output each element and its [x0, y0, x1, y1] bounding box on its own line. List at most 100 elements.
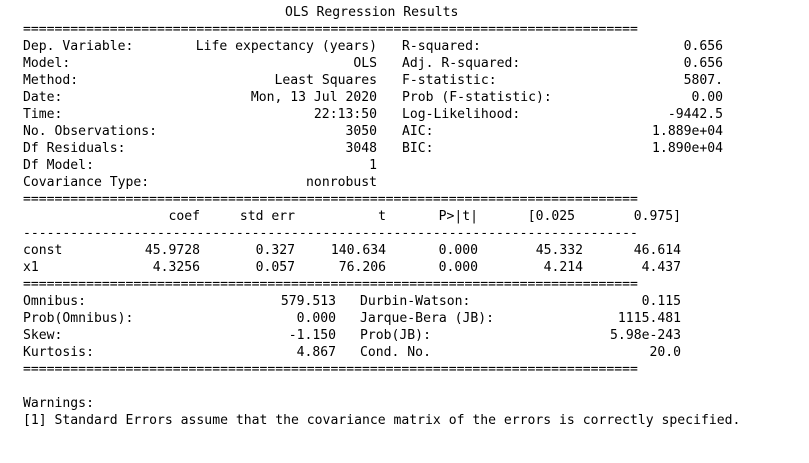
summary-label: Df Model: — [23, 158, 94, 173]
coef-header-row: coef std err t P>|t| [0.025 0.975] — [23, 208, 803, 225]
coef-header: [0.025 — [527, 209, 575, 224]
diag-value: 5.98e-243 — [610, 328, 681, 343]
coef-cell: 45.9728 — [144, 243, 200, 258]
diag-row: Skew: -1.150 Prob(JB): 5.98e-243 — [23, 327, 803, 344]
coef-cell: 4.214 — [543, 260, 583, 275]
summary-row: Dep. Variable: Life expectancy (years) R… — [23, 38, 803, 55]
summary-value: 1 — [369, 158, 377, 173]
coef-header: std err — [239, 209, 295, 224]
coef-row: const 45.9728 0.327 140.634 0.000 45.332… — [23, 242, 803, 259]
coef-cell: 4.437 — [641, 260, 681, 275]
diag-label: Omnibus: — [23, 294, 87, 309]
diag-row: Prob(Omnibus): 0.000 Jarque-Bera (JB): 1… — [23, 310, 803, 327]
diag-label: Durbin-Watson: — [360, 294, 471, 309]
warning-line-row: [1] Standard Errors assume that the cova… — [23, 412, 803, 429]
diag-row: Kurtosis: 4.867 Cond. No. 20.0 — [23, 344, 803, 361]
coef-cell: 45.332 — [535, 243, 583, 258]
separator-single: ----------------------------------------… — [23, 226, 638, 241]
stat-value: 0.00 — [691, 90, 723, 105]
diag-value: 0.115 — [641, 294, 681, 309]
summary-row: Date: Mon, 13 Jul 2020 Prob (F-statistic… — [23, 89, 803, 106]
stat-label: Adj. R-squared: — [402, 56, 521, 71]
report-title-row: OLS Regression Results — [23, 4, 803, 21]
separator-double: ========================================… — [23, 192, 638, 207]
ols-report: OLS Regression Results =================… — [23, 4, 803, 429]
summary-value: 3048 — [345, 141, 377, 156]
stat-value: 5807. — [683, 73, 723, 88]
separator-double: ========================================… — [23, 277, 638, 292]
coef-cell: 4.3256 — [152, 260, 200, 275]
stat-value: 0.656 — [683, 56, 723, 71]
diag-label: Skew: — [23, 328, 63, 343]
diag-value: 1115.481 — [617, 311, 681, 326]
summary-value: 22:13:50 — [313, 107, 377, 122]
stat-label: BIC: — [402, 141, 434, 156]
diag-label: Jarque-Bera (JB): — [360, 311, 495, 326]
stat-label: Prob (F-statistic): — [402, 90, 552, 105]
spacer — [23, 378, 803, 395]
coef-cell: 0.057 — [255, 260, 295, 275]
summary-label: Time: — [23, 107, 63, 122]
coef-row: x1 4.3256 0.057 76.206 0.000 4.214 4.437 — [23, 259, 803, 276]
summary-value: nonrobust — [306, 175, 377, 190]
summary-label: Model: — [23, 56, 71, 71]
diag-row: Omnibus: 579.513 Durbin-Watson: 0.115 — [23, 293, 803, 310]
summary-row: Df Model: 1 — [23, 157, 803, 174]
separator-double: ========================================… — [23, 362, 638, 377]
stat-label: AIC: — [402, 124, 434, 139]
report-title: OLS Regression Results — [285, 5, 459, 20]
summary-label: Date: — [23, 90, 63, 105]
warnings-heading-row: Warnings: — [23, 395, 803, 412]
stat-value: 1.889e+04 — [652, 124, 723, 139]
separator-double: ========================================… — [23, 22, 638, 37]
diag-label: Prob(JB): — [360, 328, 431, 343]
coef-cell: 140.634 — [330, 243, 386, 258]
coef-header: coef — [168, 209, 200, 224]
summary-row: Method: Least Squares F-statistic: 5807. — [23, 72, 803, 89]
diag-value: 4.867 — [296, 345, 336, 360]
summary-row: Covariance Type: nonrobust — [23, 174, 803, 191]
summary-label: Covariance Type: — [23, 175, 150, 190]
summary-value: Least Squares — [274, 73, 377, 88]
diagnostics-table: Omnibus: 579.513 Durbin-Watson: 0.115 Pr… — [23, 293, 803, 361]
summary-label: Method: — [23, 73, 79, 88]
model-summary-table: Dep. Variable: Life expectancy (years) R… — [23, 38, 803, 191]
stat-label: Log-Likelihood: — [402, 107, 521, 122]
summary-label: Df Residuals: — [23, 141, 126, 156]
coef-cell: 0.327 — [255, 243, 295, 258]
coef-cell: 0.000 — [438, 260, 478, 275]
coef-cell: 46.614 — [633, 243, 681, 258]
coefficient-table: coef std err t P>|t| [0.025 0.975] -----… — [23, 208, 803, 276]
summary-value: 3050 — [345, 124, 377, 139]
summary-label: Dep. Variable: — [23, 39, 134, 54]
summary-row: Time: 22:13:50 Log-Likelihood: -9442.5 — [23, 106, 803, 123]
coef-header: 0.975] — [633, 209, 681, 224]
diag-value: 20.0 — [649, 345, 681, 360]
diag-label: Prob(Omnibus): — [23, 311, 134, 326]
stat-label: F-statistic: — [402, 73, 497, 88]
summary-row: No. Observations: 3050 AIC: 1.889e+04 — [23, 123, 803, 140]
summary-row: Model: OLS Adj. R-squared: 0.656 — [23, 55, 803, 72]
warning-line: [1] Standard Errors assume that the cova… — [23, 413, 741, 428]
summary-value: Life expectancy (years) — [195, 39, 377, 54]
coef-header: P>|t| — [438, 209, 478, 224]
summary-value: Mon, 13 Jul 2020 — [250, 90, 377, 105]
coef-row-name: x1 — [23, 260, 39, 275]
coef-cell: 0.000 — [438, 243, 478, 258]
coef-cell: 76.206 — [338, 260, 386, 275]
stat-value: 1.890e+04 — [652, 141, 723, 156]
summary-value: OLS — [353, 56, 377, 71]
summary-label: No. Observations: — [23, 124, 158, 139]
diag-label: Cond. No. — [360, 345, 431, 360]
summary-row: Df Residuals: 3048 BIC: 1.890e+04 — [23, 140, 803, 157]
diag-value: 579.513 — [280, 294, 336, 309]
stat-value: 0.656 — [683, 39, 723, 54]
warnings-heading: Warnings: — [23, 396, 94, 411]
coef-row-name: const — [23, 243, 63, 258]
stat-value: -9442.5 — [667, 107, 723, 122]
diag-value: 0.000 — [296, 311, 336, 326]
stat-label: R-squared: — [402, 39, 481, 54]
coef-header: t — [378, 209, 386, 224]
diag-value: -1.150 — [288, 328, 336, 343]
diag-label: Kurtosis: — [23, 345, 94, 360]
